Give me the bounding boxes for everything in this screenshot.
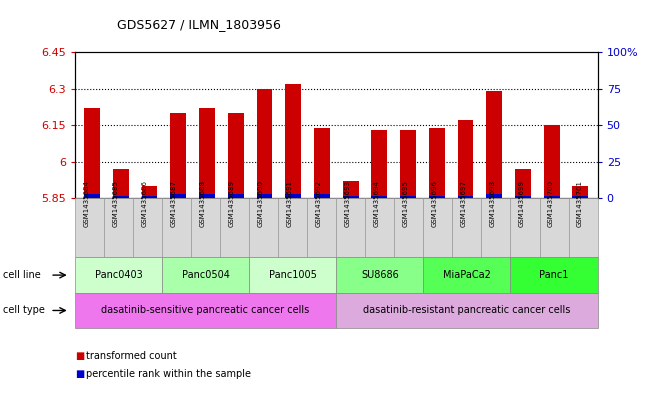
Text: GSM1435695: GSM1435695 — [403, 180, 409, 227]
Bar — [314, 194, 330, 198]
Bar — [372, 130, 387, 198]
Bar — [372, 196, 387, 198]
Bar — [515, 196, 531, 198]
Text: ■: ■ — [75, 351, 84, 361]
Bar — [199, 108, 215, 198]
Text: dasatinib-sensitive pancreatic cancer cells: dasatinib-sensitive pancreatic cancer ce… — [102, 305, 310, 316]
Bar — [458, 120, 473, 198]
Bar — [84, 194, 100, 198]
Text: SU8686: SU8686 — [361, 270, 398, 280]
Text: Panc0504: Panc0504 — [182, 270, 230, 280]
Text: GSM1435696: GSM1435696 — [432, 180, 438, 227]
Text: GSM1435689: GSM1435689 — [229, 180, 234, 227]
Text: GSM1435694: GSM1435694 — [374, 180, 380, 227]
Text: GDS5627 / ILMN_1803956: GDS5627 / ILMN_1803956 — [117, 18, 281, 31]
Bar — [458, 196, 473, 198]
Bar — [256, 88, 272, 198]
Text: GSM1435685: GSM1435685 — [113, 180, 118, 227]
Text: GSM1435701: GSM1435701 — [577, 180, 583, 227]
Bar — [199, 194, 215, 198]
Bar — [142, 196, 158, 198]
Bar — [84, 108, 100, 198]
Bar — [228, 113, 243, 198]
Text: MiaPaCa2: MiaPaCa2 — [443, 270, 491, 280]
Bar — [429, 196, 445, 198]
Text: GSM1435698: GSM1435698 — [490, 180, 496, 227]
Text: ■: ■ — [75, 369, 84, 379]
Bar — [486, 91, 502, 198]
Text: GSM1435691: GSM1435691 — [286, 180, 293, 227]
Text: GSM1435699: GSM1435699 — [519, 180, 525, 227]
Text: Panc1: Panc1 — [540, 270, 569, 280]
Bar — [429, 128, 445, 198]
Bar — [314, 128, 330, 198]
Bar — [113, 169, 129, 198]
Bar — [572, 196, 589, 198]
Bar — [342, 181, 359, 198]
Text: GSM1435692: GSM1435692 — [316, 180, 322, 227]
Bar — [400, 130, 416, 198]
Bar — [486, 194, 502, 198]
Bar — [285, 84, 301, 198]
Bar — [515, 169, 531, 198]
Text: Panc1005: Panc1005 — [269, 270, 316, 280]
Bar — [256, 194, 272, 198]
Bar — [113, 196, 129, 198]
Text: GSM1435700: GSM1435700 — [548, 180, 554, 227]
Bar — [171, 113, 186, 198]
Bar — [285, 194, 301, 198]
Text: GSM1435688: GSM1435688 — [200, 180, 206, 227]
Text: percentile rank within the sample: percentile rank within the sample — [86, 369, 251, 379]
Text: cell type: cell type — [3, 305, 45, 316]
Text: transformed count: transformed count — [86, 351, 176, 361]
Bar — [544, 196, 560, 198]
Text: GSM1435684: GSM1435684 — [83, 180, 89, 227]
Text: GSM1435687: GSM1435687 — [171, 180, 176, 227]
Bar — [544, 125, 560, 198]
Text: GSM1435693: GSM1435693 — [345, 180, 351, 227]
Text: cell line: cell line — [3, 270, 41, 280]
Bar — [228, 194, 243, 198]
Bar — [400, 196, 416, 198]
Bar — [572, 186, 589, 198]
Text: GSM1435690: GSM1435690 — [258, 180, 264, 227]
Text: Panc0403: Panc0403 — [94, 270, 143, 280]
Text: GSM1435697: GSM1435697 — [461, 180, 467, 227]
Bar — [342, 196, 359, 198]
Bar — [171, 194, 186, 198]
Text: GSM1435686: GSM1435686 — [141, 180, 148, 227]
Text: dasatinib-resistant pancreatic cancer cells: dasatinib-resistant pancreatic cancer ce… — [363, 305, 571, 316]
Bar — [142, 186, 158, 198]
